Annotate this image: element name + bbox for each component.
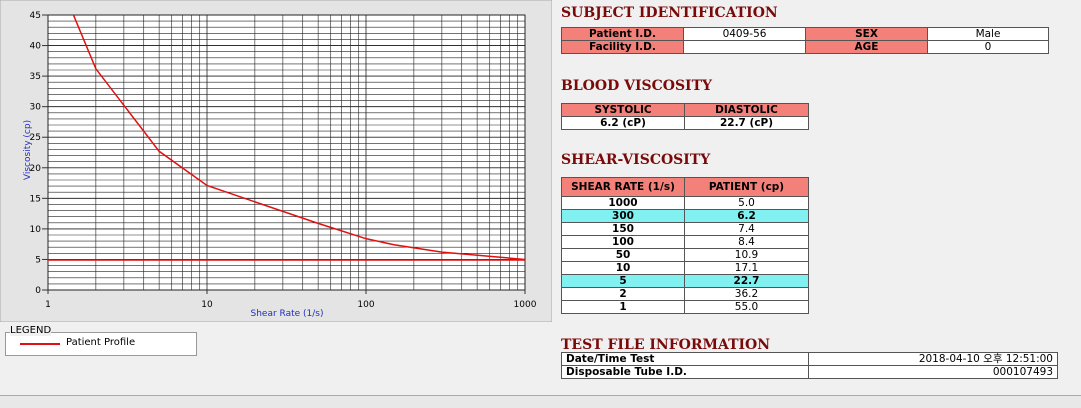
value: 000107493	[808, 365, 1058, 379]
y-tick-label: 5	[35, 255, 41, 265]
shear-table: SHEAR RATE (1/s) PATIENT (cp) 1000 5.0 300 6…	[561, 177, 809, 314]
patient-value: 7.4	[684, 222, 809, 236]
y-tick-label: 45	[30, 11, 41, 21]
label: AGE	[805, 40, 928, 54]
legend-swatch	[20, 343, 60, 345]
patient-value: 36.2	[684, 287, 809, 301]
header: SHEAR RATE (1/s)	[561, 177, 685, 197]
section-title: TEST FILE INFORMATION	[561, 337, 771, 353]
value: 2018-04-10 오후 12:51:00	[808, 352, 1058, 366]
row: 10 17.1	[561, 261, 809, 275]
patient-value: 55.0	[684, 300, 809, 314]
shear-rate: 150	[561, 222, 685, 236]
patient-value: 17.1	[684, 261, 809, 275]
shear-rate: 2	[561, 287, 685, 301]
x-tick-label: 10	[201, 300, 213, 310]
x-tick-label: 1	[45, 300, 51, 310]
legend: LEGEND Patient Profile	[5, 325, 197, 356]
section-title: BLOOD VISCOSITY	[561, 78, 713, 94]
shear-rate: 5	[561, 274, 685, 288]
test-file-table: Date/Time Test 2018-04-10 오후 12:51:00 Disp…	[561, 352, 1058, 379]
row: 100 8.4	[561, 235, 809, 249]
value	[683, 40, 806, 54]
x-axis-label: Shear Rate (1/s)	[251, 309, 324, 319]
row: 1 55.0	[561, 300, 809, 314]
x-tick-label: 1000	[514, 300, 537, 310]
label: Date/Time Test	[561, 352, 809, 366]
shear-rate: 300	[561, 209, 685, 223]
row: 5 22.7	[561, 274, 809, 288]
patient-value: 22.7	[684, 274, 809, 288]
blood-table: SYSTOLIC DIASTOLIC 6.2 (cP) 22.7 (cP)	[561, 103, 809, 130]
header: PATIENT (cp)	[684, 177, 809, 197]
status-bar	[0, 395, 1081, 408]
section-title: SHEAR-VISCOSITY	[561, 152, 711, 168]
value: 22.7 (cP)	[684, 116, 809, 130]
y-axis-label: Viscosity (cp)	[23, 120, 33, 180]
patient-value: 6.2	[684, 209, 809, 223]
section-title: SUBJECT IDENTIFICATION	[561, 5, 778, 21]
header: SYSTOLIC	[561, 103, 685, 117]
y-tick-label: 10	[30, 225, 42, 235]
header: DIASTOLIC	[684, 103, 809, 117]
row: Date/Time Test 2018-04-10 오후 12:51:00	[561, 352, 1058, 366]
patient-value: 5.0	[684, 196, 809, 210]
shear-rate: 10	[561, 261, 685, 275]
y-tick-label: 20	[30, 164, 42, 174]
x-tick-label: 100	[357, 300, 374, 310]
shear-rate: 1000	[561, 196, 685, 210]
data-line	[72, 15, 525, 261]
value: 0	[927, 40, 1049, 54]
patient-value: 10.9	[684, 248, 809, 262]
y-tick-label: 40	[30, 42, 42, 52]
y-tick-label: 35	[30, 72, 41, 82]
label: Patient I.D.	[561, 27, 684, 41]
value: 0409-56	[683, 27, 806, 41]
row: 150 7.4	[561, 222, 809, 236]
plot-area	[47, 14, 526, 291]
row: 1000 5.0	[561, 196, 809, 210]
label: Facility I.D.	[561, 40, 684, 54]
subject-table: Patient I.D. 0409-56 SEX Male Facility I.D.…	[561, 27, 1049, 54]
shear-rate: 100	[561, 235, 685, 249]
legend-title: LEGEND	[10, 325, 52, 336]
patient-value: 8.4	[684, 235, 809, 249]
row: 300 6.2	[561, 209, 809, 223]
label: Disposable Tube I.D.	[561, 365, 809, 379]
y-tick-label: 0	[35, 286, 41, 296]
row: 50 10.9	[561, 248, 809, 262]
value: 6.2 (cP)	[561, 116, 685, 130]
shear-rate: 1	[561, 300, 685, 314]
chart: 0 5 10 15 20 25 30 35 40 45 1 10 100 1000 Shear Rate …	[0, 0, 552, 322]
value: Male	[927, 27, 1049, 41]
y-tick-label: 25	[30, 133, 41, 143]
shear-rate: 50	[561, 248, 685, 262]
y-tick-label: 30	[30, 103, 42, 113]
legend-label: Patient Profile	[66, 337, 136, 348]
label: SEX	[805, 27, 928, 41]
row: 2 36.2	[561, 287, 809, 301]
row: Disposable Tube I.D. 000107493	[561, 365, 1058, 379]
y-tick-label: 15	[30, 194, 41, 204]
